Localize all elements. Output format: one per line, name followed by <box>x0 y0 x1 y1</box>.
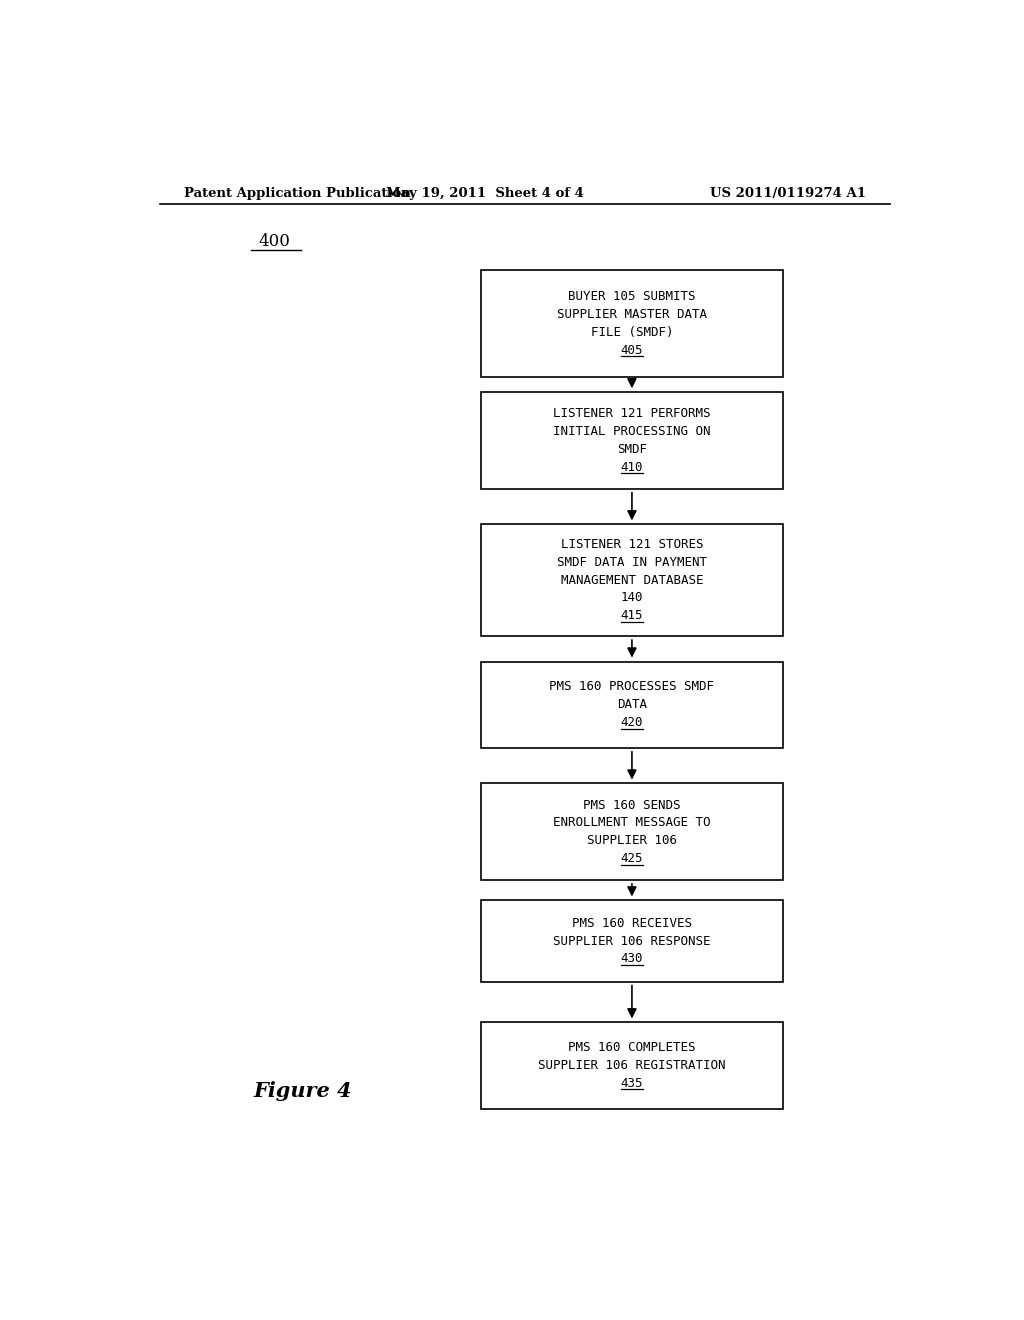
Text: Figure 4: Figure 4 <box>253 1081 352 1101</box>
Bar <box>481 392 782 488</box>
Text: May 19, 2011  Sheet 4 of 4: May 19, 2011 Sheet 4 of 4 <box>386 187 584 201</box>
Bar <box>481 1022 782 1109</box>
Text: 140: 140 <box>621 591 643 605</box>
Text: MANAGEMENT DATABASE: MANAGEMENT DATABASE <box>561 574 703 586</box>
Bar <box>481 524 782 636</box>
Bar <box>481 784 782 880</box>
Text: BUYER 105 SUBMITS: BUYER 105 SUBMITS <box>568 290 695 304</box>
Bar <box>481 271 782 378</box>
Text: LISTENER 121 PERFORMS: LISTENER 121 PERFORMS <box>553 408 711 420</box>
Text: SUPPLIER 106 RESPONSE: SUPPLIER 106 RESPONSE <box>553 935 711 948</box>
Text: 435: 435 <box>621 1077 643 1090</box>
Text: 420: 420 <box>621 715 643 729</box>
Text: US 2011/0119274 A1: US 2011/0119274 A1 <box>710 187 866 201</box>
Text: 405: 405 <box>621 343 643 356</box>
Text: PMS 160 COMPLETES: PMS 160 COMPLETES <box>568 1041 695 1055</box>
Bar <box>481 900 782 982</box>
Text: 410: 410 <box>621 461 643 474</box>
Text: 415: 415 <box>621 610 643 622</box>
Text: SUPPLIER MASTER DATA: SUPPLIER MASTER DATA <box>557 308 707 321</box>
Text: PMS 160 SENDS: PMS 160 SENDS <box>584 799 681 812</box>
Text: FILE (SMDF): FILE (SMDF) <box>591 326 673 339</box>
Text: 430: 430 <box>621 952 643 965</box>
Text: INITIAL PROCESSING ON: INITIAL PROCESSING ON <box>553 425 711 438</box>
Text: SMDF: SMDF <box>616 442 647 455</box>
Text: SUPPLIER 106 REGISTRATION: SUPPLIER 106 REGISTRATION <box>539 1059 726 1072</box>
Text: Patent Application Publication: Patent Application Publication <box>183 187 411 201</box>
Text: LISTENER 121 STORES: LISTENER 121 STORES <box>561 539 703 552</box>
Text: 425: 425 <box>621 851 643 865</box>
Bar <box>481 661 782 748</box>
Text: ENROLLMENT MESSAGE TO: ENROLLMENT MESSAGE TO <box>553 816 711 829</box>
Text: PMS 160 RECEIVES: PMS 160 RECEIVES <box>572 917 692 929</box>
Text: DATA: DATA <box>616 698 647 711</box>
Text: SUPPLIER 106: SUPPLIER 106 <box>587 834 677 847</box>
Text: PMS 160 PROCESSES SMDF: PMS 160 PROCESSES SMDF <box>550 680 715 693</box>
Text: SMDF DATA IN PAYMENT: SMDF DATA IN PAYMENT <box>557 556 707 569</box>
Text: 400: 400 <box>259 234 291 251</box>
